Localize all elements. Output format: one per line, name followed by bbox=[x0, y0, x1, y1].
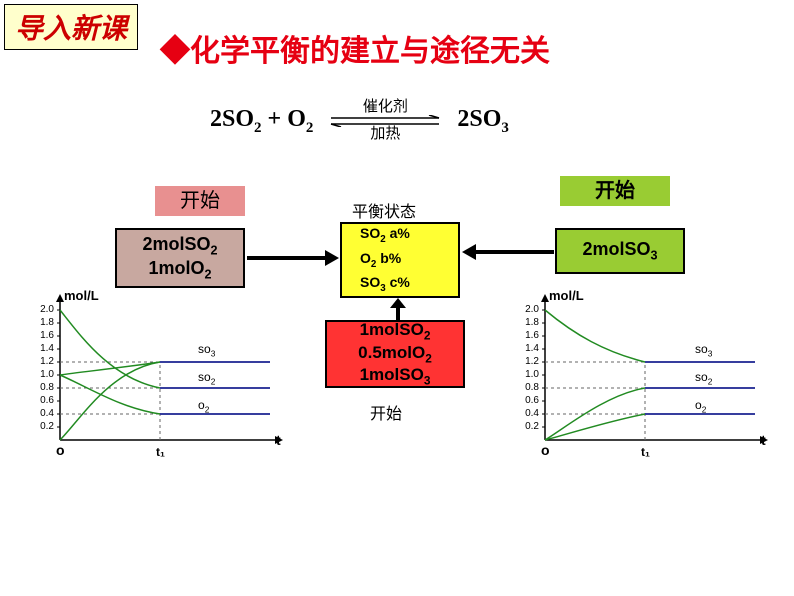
title-text: 化学平衡的建立与途径无关 bbox=[190, 35, 550, 68]
curve-so3-r: so3 bbox=[695, 342, 712, 358]
curve-so2-l: so2 bbox=[198, 370, 215, 386]
xlabel-left: t bbox=[276, 432, 281, 448]
box-equilibrium: SO2 a% O2 b% SO3 c% bbox=[340, 222, 460, 298]
origin-left: o bbox=[56, 442, 65, 458]
curve-o2-l: o2 bbox=[198, 398, 209, 414]
curve-so2-r: so2 bbox=[695, 370, 712, 386]
curve-o2-r: o2 bbox=[695, 398, 706, 414]
arrow-bottom-to-center bbox=[388, 298, 408, 320]
chart-forward: mol/L o t₁ t 2.0 1.8 1.6 1.4 1.2 1.0 0.8… bbox=[30, 290, 285, 490]
chart-reverse: mol/L o t₁ t 2.0 1.8 1.6 1.4 1.2 1.0 0.8… bbox=[515, 290, 770, 490]
reaction-equation: 2SO2 + O2 催化剂 加热 2SO3 bbox=[210, 100, 509, 142]
box-initial-mixed: 1molSO2 0.5molO2 1molSO3 bbox=[325, 320, 465, 388]
eq-cond-bot: 加热 bbox=[370, 127, 400, 142]
arrow-right-to-center bbox=[462, 242, 554, 262]
label-start-right: 开始 bbox=[560, 176, 670, 206]
ylabel-right: mol/L bbox=[549, 288, 584, 303]
label-start-left: 开始 bbox=[155, 186, 245, 216]
chart-forward-svg bbox=[30, 290, 285, 460]
label-equilibrium: 平衡状态 bbox=[352, 198, 416, 222]
box-initial-forward: 2molSO2 1molO2 bbox=[115, 228, 245, 288]
label-start-bottom: 开始 bbox=[370, 400, 402, 424]
origin-right: o bbox=[541, 442, 550, 458]
ylabel-left: mol/L bbox=[64, 288, 99, 303]
curve-so3-l: so3 bbox=[198, 342, 215, 358]
t1-right: t₁ bbox=[641, 445, 650, 459]
eq-rhs: 2SO3 bbox=[457, 106, 509, 137]
eq-cond-top: 催化剂 bbox=[363, 100, 408, 115]
arrow-left-to-center bbox=[247, 248, 339, 268]
eq-lhs: 2SO2 + O2 bbox=[210, 106, 313, 137]
t1-left: t₁ bbox=[156, 445, 165, 459]
box-initial-reverse: 2molSO3 bbox=[555, 228, 685, 274]
diamond-icon: ◆ bbox=[160, 35, 190, 68]
chart-reverse-svg bbox=[515, 290, 770, 460]
eq-arrow: 催化剂 加热 bbox=[325, 100, 445, 142]
lesson-tag: 导入新课 bbox=[4, 4, 138, 50]
page-title: ◆化学平衡的建立与途径无关 bbox=[160, 26, 550, 70]
xlabel-right: t bbox=[761, 432, 766, 448]
